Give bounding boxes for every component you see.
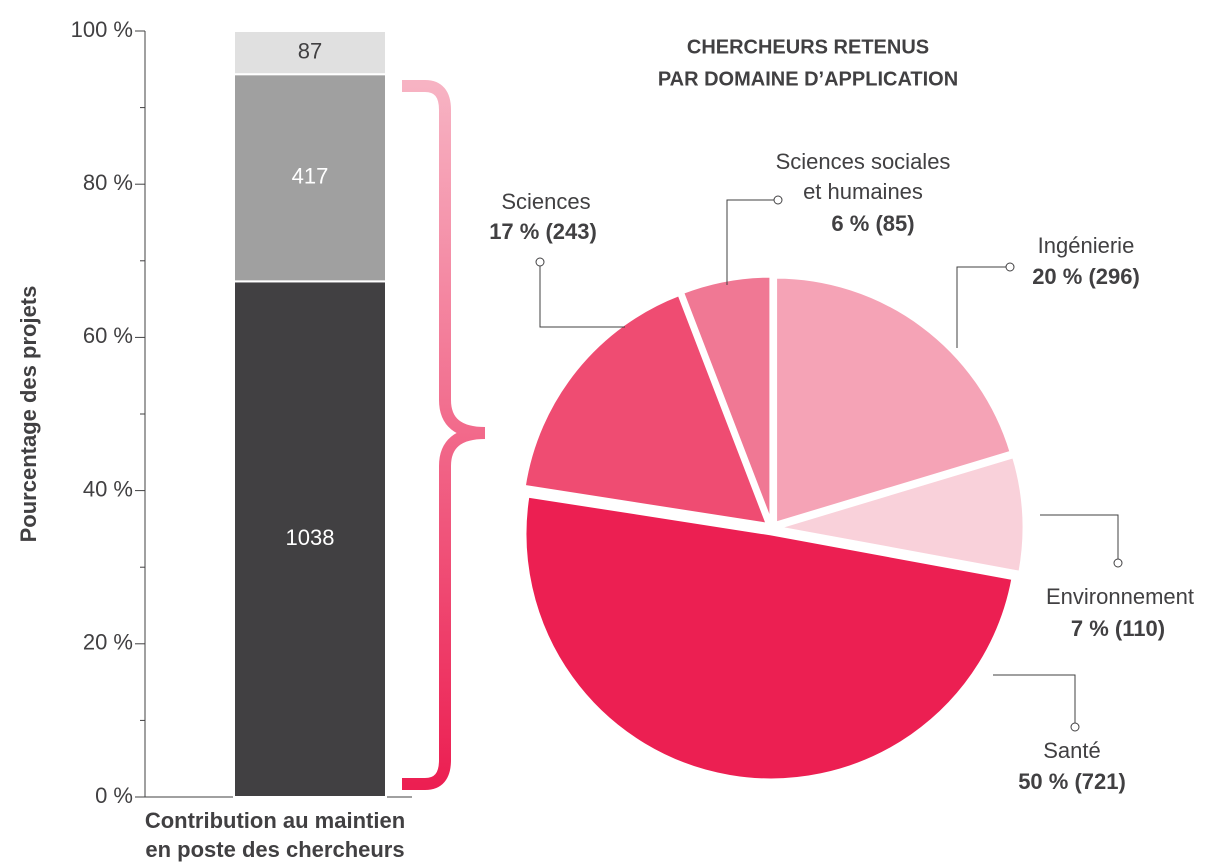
slice-value-label: 50 % (721) (1018, 769, 1126, 794)
slice-name: Sciences (501, 189, 590, 214)
pie-slice (774, 275, 1013, 526)
bar-segment (233, 30, 387, 76)
pie-title: CHERCHEURS RETENUS (687, 36, 929, 58)
pie-slice (680, 274, 773, 523)
x-axis-label: en poste des chercheurs (145, 837, 404, 862)
leader-dot (773, 195, 783, 205)
y-tick-label: 100 % (71, 17, 133, 42)
slice-name: Santé (1043, 738, 1101, 763)
slice-value-label: 6 % (85) (831, 211, 914, 236)
y-axis-label: Pourcentage des projets (16, 286, 41, 543)
bar-label: 87 (298, 38, 322, 63)
leader-line (1040, 514, 1119, 559)
y-tick-label: 80 % (83, 170, 133, 195)
pie-title: PAR DOMAINE D’APPLICATION (658, 68, 958, 90)
y-tick-label: 0 % (95, 783, 133, 808)
slice-value-label: 17 % (243) (489, 219, 597, 244)
leader-dot (1113, 558, 1123, 568)
leader-dot (1005, 262, 1015, 272)
brace (402, 80, 486, 790)
leader-dot (1070, 722, 1080, 732)
bar-segment (233, 280, 387, 798)
slice-value-label: 20 % (296) (1032, 264, 1140, 289)
slice-name: Sciences sociales (776, 149, 951, 174)
y-tick-label: 60 % (83, 323, 133, 348)
leader-line (726, 199, 774, 285)
y-tick-label: 20 % (83, 630, 133, 655)
bar-label: 1038 (286, 525, 335, 550)
slice-name: Ingénierie (1038, 233, 1135, 258)
pie-slice (522, 292, 770, 527)
leader-line (539, 266, 625, 328)
leader-line (956, 266, 1006, 348)
bar-label: 417 (292, 164, 329, 189)
slice-name: et humaines (803, 179, 923, 204)
slice-value-label: 7 % (110) (1071, 616, 1165, 641)
pie-slice (777, 454, 1026, 575)
slice-name: Environnement (1046, 584, 1194, 609)
y-tick-label: 40 % (83, 476, 133, 501)
bar-segment (233, 73, 387, 283)
x-axis-label: Contribution au maintien (145, 808, 405, 833)
leader-dot (535, 257, 545, 267)
leader-line (993, 674, 1076, 723)
pie-slice (523, 494, 1015, 782)
